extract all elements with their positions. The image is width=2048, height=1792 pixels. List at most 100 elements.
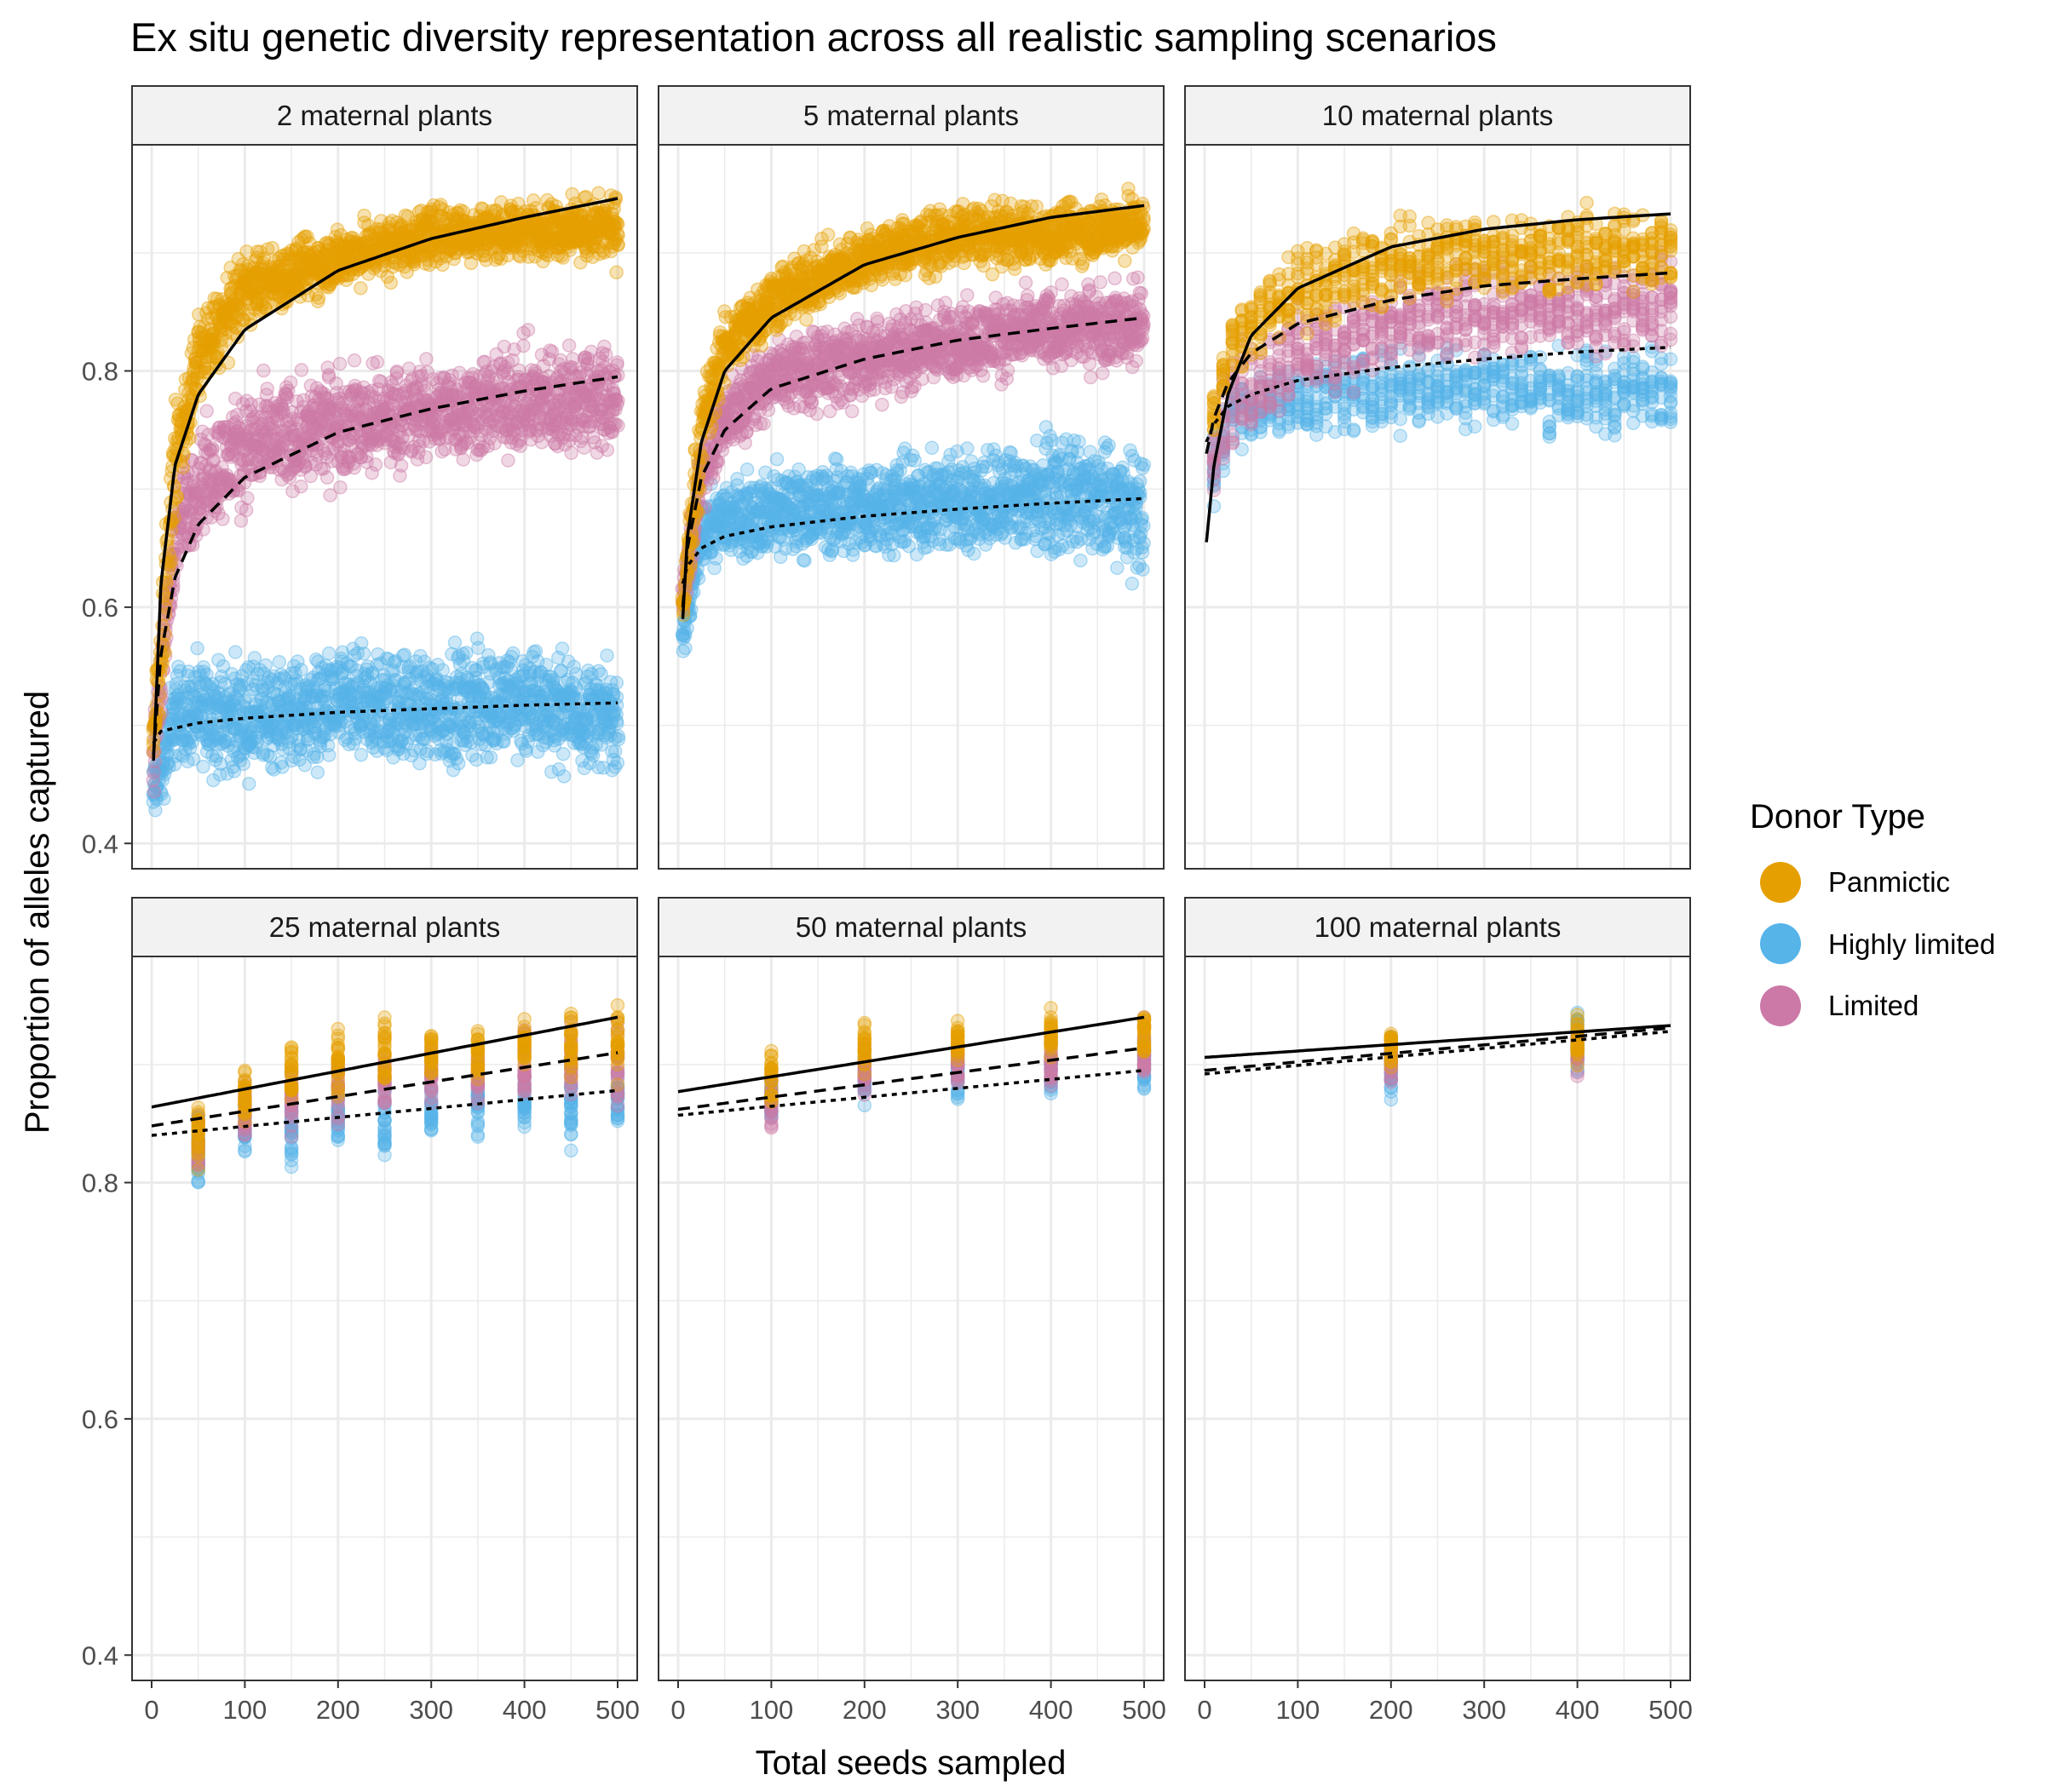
data-point <box>611 368 625 382</box>
data-point <box>211 686 226 700</box>
data-point <box>178 724 193 738</box>
data-point <box>178 683 193 698</box>
data-point <box>175 733 190 748</box>
data-point <box>217 734 232 750</box>
data-point <box>258 658 273 673</box>
data-point <box>210 692 224 708</box>
data-point <box>169 695 184 709</box>
data-point <box>591 186 606 200</box>
data-point <box>175 727 190 742</box>
data-point <box>193 687 207 703</box>
data-point <box>212 767 227 782</box>
data-point <box>149 764 164 779</box>
data-point <box>452 756 466 771</box>
data-point <box>321 646 337 661</box>
data-point <box>418 450 434 465</box>
data-point <box>165 696 180 711</box>
data-point <box>149 792 164 807</box>
data-point <box>151 763 165 778</box>
data-point <box>222 699 237 714</box>
data-point <box>170 710 186 726</box>
data-point <box>175 709 189 723</box>
data-point <box>167 732 181 747</box>
data-point <box>213 756 228 772</box>
data-point <box>164 730 179 745</box>
data-point <box>383 275 399 290</box>
data-point <box>198 677 214 692</box>
data-point <box>173 663 187 679</box>
data-point <box>176 706 192 721</box>
data-point <box>483 750 498 765</box>
data-point <box>224 753 239 767</box>
panel-5-maternal-plants: 5 maternal plants <box>658 85 1165 870</box>
data-point <box>211 698 227 713</box>
data-point <box>370 354 385 370</box>
data-point <box>187 706 202 721</box>
data-point <box>154 743 170 758</box>
data-point <box>146 795 161 809</box>
data-point <box>178 710 193 725</box>
data-point <box>221 687 235 702</box>
data-point <box>175 460 190 474</box>
data-point <box>192 675 207 690</box>
data-point <box>201 737 216 751</box>
data-point <box>182 741 198 755</box>
data-point <box>206 686 221 700</box>
data-point <box>160 745 175 760</box>
data-point <box>555 746 571 761</box>
data-point <box>154 763 169 778</box>
data-point <box>272 654 287 669</box>
data-point <box>199 676 214 692</box>
data-point <box>159 737 174 752</box>
data-point <box>222 699 238 715</box>
data-point <box>158 732 173 747</box>
data-point <box>190 698 204 714</box>
data-point <box>610 217 625 232</box>
data-point <box>221 732 236 747</box>
y-tick-label: 0.8 <box>82 357 118 387</box>
data-point <box>203 695 218 710</box>
data-point <box>154 762 169 778</box>
data-point <box>207 720 221 735</box>
data-point <box>163 681 178 696</box>
data-point <box>556 769 572 784</box>
data-point <box>239 503 254 518</box>
data-point <box>155 773 170 788</box>
data-point <box>181 709 197 724</box>
data-point <box>397 647 412 662</box>
data-point <box>197 675 212 690</box>
data-point <box>394 458 409 473</box>
data-point <box>196 660 211 675</box>
data-point <box>172 717 187 732</box>
data-point <box>214 669 229 684</box>
data-point <box>164 708 178 722</box>
chart-title: Ex situ genetic diversity representation… <box>130 14 1497 60</box>
data-point <box>198 692 213 707</box>
data-point <box>169 682 183 697</box>
data-point <box>610 715 624 731</box>
data-point <box>170 698 184 713</box>
data-point <box>216 701 232 715</box>
panel-strip-label: 5 maternal plants <box>803 100 1019 131</box>
data-point <box>193 679 208 693</box>
data-point <box>210 701 225 715</box>
data-point <box>459 646 474 660</box>
data-point <box>176 680 192 695</box>
data-point <box>181 679 196 694</box>
data-point <box>180 690 194 705</box>
data-point <box>176 733 192 748</box>
data-point <box>196 727 211 741</box>
data-point <box>447 635 463 650</box>
data-point <box>162 711 177 727</box>
data-point <box>205 443 220 457</box>
data-point <box>222 686 238 700</box>
data-point <box>368 457 383 472</box>
data-point <box>216 725 231 739</box>
data-point <box>189 708 204 722</box>
data-point <box>181 664 196 679</box>
data-point <box>204 734 218 750</box>
data-point <box>198 692 213 708</box>
data-point <box>187 669 203 685</box>
data-point <box>199 744 215 759</box>
